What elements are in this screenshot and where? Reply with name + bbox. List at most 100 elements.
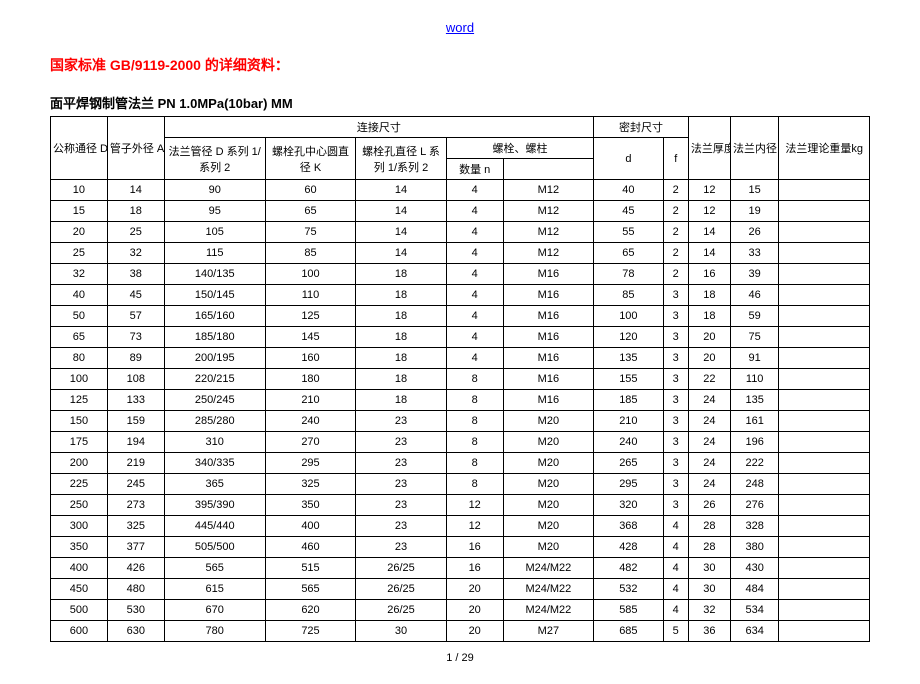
table-row: 5057165/160125184M1610031859 [51,306,870,327]
table-cell: 26/25 [356,579,447,600]
table-cell: 320 [594,495,663,516]
table-cell: 585 [594,600,663,621]
table-cell: 4 [446,243,503,264]
table-cell [779,369,870,390]
table-cell [779,537,870,558]
table-cell: 4 [446,348,503,369]
table-row: 250273395/3903502312M20320326276 [51,495,870,516]
table-cell: 3 [663,411,688,432]
table-cell: 460 [265,537,356,558]
flange-table: 公称通径 DN 管子外径 A 连接尺寸 密封尺寸 法兰厚度 C 法兰内径 B 法… [50,116,870,642]
table-cell: 8 [446,411,503,432]
table-row: 45048061556526/2520M24/M22532430484 [51,579,870,600]
table-cell: 25 [51,243,108,264]
table-row: 6573185/180145184M1612032075 [51,327,870,348]
table-row: 50053067062026/2520M24/M22585432534 [51,600,870,621]
table-cell: M12 [503,180,594,201]
table-cell: 210 [594,411,663,432]
table-cell: 8 [446,432,503,453]
table-cell: 160 [265,348,356,369]
table-cell: 245 [107,474,164,495]
table-cell: 428 [594,537,663,558]
table-cell: 75 [265,222,356,243]
table-cell: 20 [688,327,730,348]
table-row: 40042656551526/2516M24/M22482430430 [51,558,870,579]
table-cell: 685 [594,621,663,642]
table-cell: 14 [356,201,447,222]
table-cell: 20 [688,348,730,369]
table-cell: 250/245 [164,390,265,411]
table-cell: 38 [107,264,164,285]
th-a: 管子外径 A [107,117,164,180]
table-cell: 5 [663,621,688,642]
table-cell: 515 [265,558,356,579]
table-cell: 222 [730,453,778,474]
table-cell: 100 [265,264,356,285]
table-cell [779,243,870,264]
table-cell: 4 [663,537,688,558]
table-cell: 14 [356,180,447,201]
table-row: 175194310270238M20240324196 [51,432,870,453]
table-cell: 26/25 [356,558,447,579]
top-link[interactable]: word [50,20,870,35]
table-cell: 145 [265,327,356,348]
table-cell: 45 [107,285,164,306]
table-cell: 15 [730,180,778,201]
table-cell: 505/500 [164,537,265,558]
table-cell: 2 [663,180,688,201]
table-cell: 3 [663,474,688,495]
table-cell: 24 [688,411,730,432]
table-cell: 350 [265,495,356,516]
table-cell: M16 [503,264,594,285]
table-cell: M16 [503,327,594,348]
th-bolt-group: 螺栓、螺柱 [446,138,593,159]
table-cell: 32 [107,243,164,264]
table-cell: 725 [265,621,356,642]
table-cell: 18 [356,348,447,369]
th-l: 螺栓孔直径 L 系列 1/系列 2 [356,138,447,180]
table-cell: 65 [594,243,663,264]
table-cell: 100 [51,369,108,390]
table-cell: 32 [688,600,730,621]
table-cell: 4 [663,558,688,579]
table-cell: 159 [107,411,164,432]
table-cell: 4 [446,306,503,327]
table-cell: 285/280 [164,411,265,432]
th-dseal: d [594,138,663,180]
table-cell: 30 [688,579,730,600]
table-cell: 30 [688,558,730,579]
table-cell: 57 [107,306,164,327]
table-cell: 85 [265,243,356,264]
table-cell: 22 [688,369,730,390]
table-cell: 18 [356,327,447,348]
th-conn: 连接尺寸 [164,117,593,138]
table-cell: 4 [446,327,503,348]
table-cell [779,579,870,600]
table-cell: 210 [265,390,356,411]
table-cell [779,453,870,474]
table-cell: 185/180 [164,327,265,348]
table-cell: 270 [265,432,356,453]
table-cell: 16 [688,264,730,285]
table-cell: 600 [51,621,108,642]
table-row: 8089200/195160184M1613532091 [51,348,870,369]
table-cell: 125 [51,390,108,411]
table-cell: 480 [107,579,164,600]
table-cell: 91 [730,348,778,369]
table-row: 202510575144M125521426 [51,222,870,243]
table-cell: 350 [51,537,108,558]
th-k: 螺栓孔中心圆直径 K [265,138,356,180]
table-cell: M27 [503,621,594,642]
table-cell: 133 [107,390,164,411]
th-b: 法兰内径 B [730,117,778,180]
table-cell: 225 [51,474,108,495]
table-cell: 185 [594,390,663,411]
table-cell: 24 [688,390,730,411]
table-cell: 14 [356,243,447,264]
table-row: 300325445/4404002312M20368428328 [51,516,870,537]
table-cell: M20 [503,453,594,474]
table-cell: 3 [663,285,688,306]
table-cell: 80 [51,348,108,369]
table-cell: M24/M22 [503,579,594,600]
doc-title-red: 国家标准 GB/9119-2000 的详细资料： [50,55,870,75]
